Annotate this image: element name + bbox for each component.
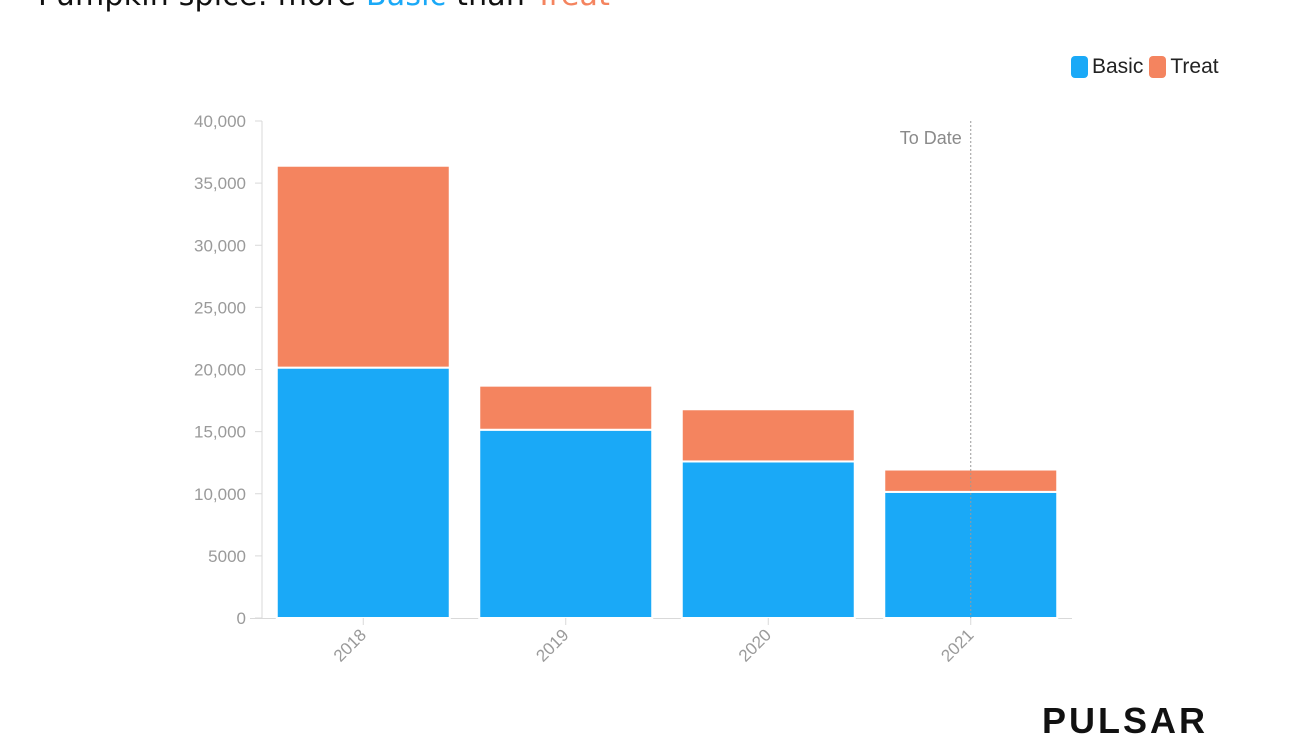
legend: Basic Treat <box>1071 55 1225 79</box>
x-tick-label: 2020 <box>735 625 775 665</box>
bar-treat-2018 <box>275 164 451 369</box>
title-middle: than <box>446 0 534 13</box>
bar-treat-2019 <box>478 384 654 431</box>
y-tick-label: 20,000 <box>194 361 246 380</box>
title-prefix: Pumpkin spice: more <box>38 0 366 13</box>
bar-treat-2021 <box>883 468 1059 493</box>
legend-item-treat[interactable]: Treat <box>1149 55 1219 79</box>
y-tick-label: 40,000 <box>194 112 246 131</box>
y-tick-label: 0 <box>237 609 246 628</box>
y-tick-label: 30,000 <box>194 236 246 255</box>
y-tick-label: 35,000 <box>194 174 246 193</box>
x-tick-label: 2018 <box>330 625 370 665</box>
bar-basic-2019 <box>478 428 654 620</box>
x-tick-label: 2019 <box>532 625 572 665</box>
legend-label-basic: Basic <box>1092 55 1144 78</box>
y-tick-label: 10,000 <box>194 485 246 504</box>
title-treat: Treat <box>535 0 610 13</box>
y-tick-label: 25,000 <box>194 298 246 317</box>
y-tick-label: 5000 <box>208 547 246 566</box>
legend-label-treat: Treat <box>1170 55 1219 78</box>
chart-title: Pumpkin spice: more Basic than Treat <box>38 0 610 13</box>
legend-swatch-treat <box>1149 56 1167 78</box>
bar-treat-2020 <box>680 408 856 463</box>
stacked-bar-chart: 0 5000 10,000 15,000 20,000 25,000 30,000 35,00… <box>194 112 1072 666</box>
bar-basic-2020 <box>680 460 856 619</box>
y-tick-label: 15,000 <box>194 423 246 442</box>
title-basic: Basic <box>366 0 446 13</box>
legend-swatch-basic <box>1071 56 1088 78</box>
brand-watermark: PULSAR <box>1042 700 1209 741</box>
bar-basic-2018 <box>275 366 451 620</box>
to-date-label: To Date <box>900 128 962 148</box>
x-tick-label: 2021 <box>937 625 977 665</box>
legend-item-basic[interactable]: Basic <box>1071 55 1143 79</box>
